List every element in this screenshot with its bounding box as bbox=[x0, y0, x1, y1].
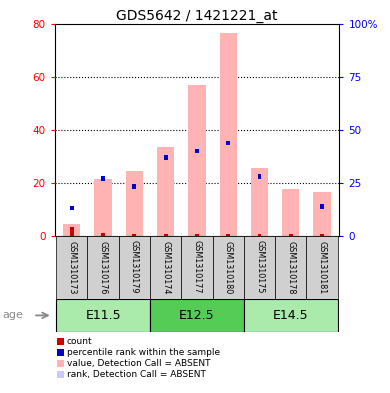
Bar bbox=[63, 224, 80, 236]
Bar bbox=[275, 236, 307, 299]
Bar bbox=[307, 236, 338, 299]
Bar bbox=[56, 299, 150, 332]
Text: GSM1310180: GSM1310180 bbox=[224, 241, 233, 294]
Text: rank, Detection Call = ABSENT: rank, Detection Call = ABSENT bbox=[67, 371, 206, 379]
Bar bbox=[258, 235, 261, 236]
Bar bbox=[87, 236, 119, 299]
Bar bbox=[126, 171, 143, 236]
Text: GSM1310177: GSM1310177 bbox=[192, 241, 202, 294]
Bar bbox=[226, 141, 230, 145]
Bar bbox=[213, 236, 244, 299]
Text: count: count bbox=[67, 338, 92, 346]
Text: percentile rank within the sample: percentile rank within the sample bbox=[67, 349, 220, 357]
Bar bbox=[314, 192, 331, 236]
Bar bbox=[258, 174, 261, 178]
Text: GSM1310176: GSM1310176 bbox=[99, 241, 108, 294]
Bar bbox=[188, 84, 206, 236]
Bar bbox=[70, 226, 74, 236]
Bar bbox=[164, 154, 168, 159]
Bar bbox=[220, 33, 237, 236]
Bar bbox=[244, 236, 275, 299]
Bar bbox=[320, 235, 324, 236]
Text: GSM1310179: GSM1310179 bbox=[130, 241, 139, 294]
Bar bbox=[57, 360, 64, 367]
Bar bbox=[226, 235, 230, 236]
Bar bbox=[164, 155, 168, 160]
Bar bbox=[133, 184, 136, 189]
Bar bbox=[289, 235, 293, 236]
Bar bbox=[320, 204, 324, 209]
Text: GSM1310174: GSM1310174 bbox=[161, 241, 170, 294]
Bar bbox=[57, 371, 64, 378]
Bar bbox=[150, 236, 181, 299]
Text: GSM1310181: GSM1310181 bbox=[317, 241, 326, 294]
Bar bbox=[101, 233, 105, 236]
Bar bbox=[195, 235, 199, 236]
Text: E14.5: E14.5 bbox=[273, 309, 308, 322]
Bar bbox=[157, 147, 174, 236]
Bar bbox=[57, 349, 64, 356]
Bar bbox=[57, 338, 64, 345]
Bar bbox=[164, 235, 168, 236]
Text: E12.5: E12.5 bbox=[179, 309, 215, 322]
Bar bbox=[94, 179, 112, 236]
Text: E11.5: E11.5 bbox=[85, 309, 121, 322]
Text: GSM1310175: GSM1310175 bbox=[255, 241, 264, 294]
Bar bbox=[195, 147, 199, 152]
Bar bbox=[181, 236, 213, 299]
Bar bbox=[119, 236, 150, 299]
Bar bbox=[282, 189, 300, 236]
Bar bbox=[101, 176, 105, 181]
Text: GSM1310178: GSM1310178 bbox=[286, 241, 295, 294]
Bar bbox=[195, 149, 199, 153]
Bar bbox=[251, 168, 268, 236]
Text: age: age bbox=[2, 310, 23, 320]
Bar bbox=[150, 299, 244, 332]
Bar bbox=[226, 141, 230, 145]
Bar bbox=[133, 235, 136, 236]
Bar bbox=[56, 236, 87, 299]
Bar bbox=[133, 184, 136, 189]
Text: GSM1310173: GSM1310173 bbox=[67, 241, 76, 294]
Bar bbox=[70, 206, 74, 210]
Title: GDS5642 / 1421221_at: GDS5642 / 1421221_at bbox=[116, 9, 278, 22]
Bar bbox=[70, 206, 74, 210]
Text: value, Detection Call = ABSENT: value, Detection Call = ABSENT bbox=[67, 360, 210, 368]
Bar bbox=[320, 204, 324, 209]
Bar bbox=[244, 299, 338, 332]
Bar bbox=[258, 174, 261, 178]
